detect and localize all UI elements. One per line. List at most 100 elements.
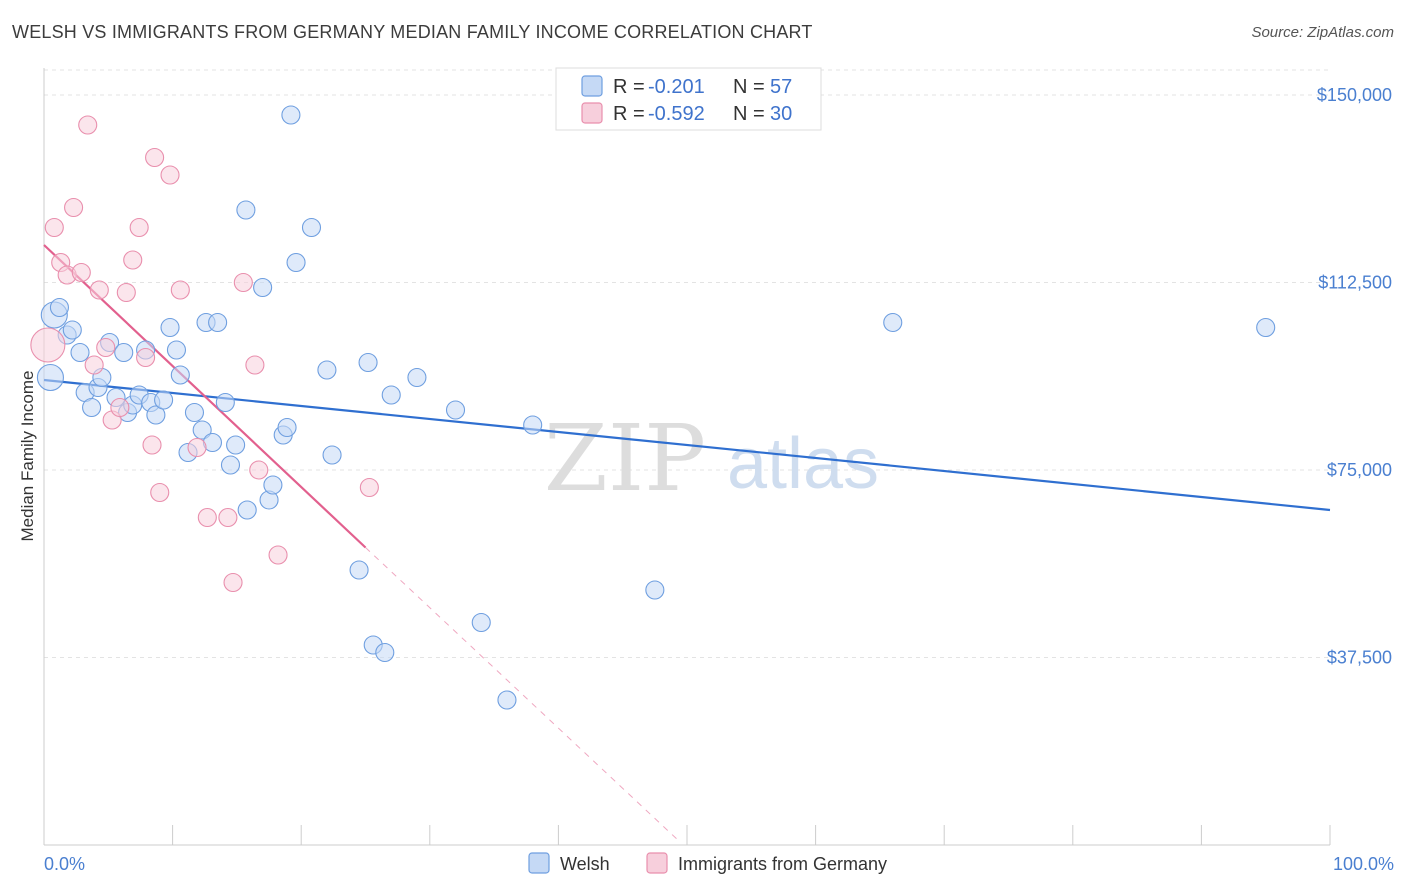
- welsh-point: [349, 560, 369, 580]
- chart-source: Source: ZipAtlas.com: [1251, 24, 1394, 41]
- germany-point: [71, 262, 91, 283]
- germany-point: [160, 165, 180, 185]
- x-tick-label-min: 0.0%: [44, 854, 85, 874]
- y-tick-label: $112,500: [1318, 273, 1392, 293]
- y-tick-label: $75,000: [1327, 460, 1392, 480]
- welsh-point: [263, 475, 283, 495]
- germany-point: [245, 355, 265, 375]
- series-label-germany: Immigrants from Germany: [678, 854, 887, 874]
- germany-point: [78, 115, 98, 135]
- germany-point: [233, 272, 253, 293]
- legend-swatch-welsh: [581, 75, 603, 97]
- welsh-point: [301, 217, 322, 238]
- axes: [43, 68, 1331, 846]
- welsh-point: [381, 385, 401, 405]
- welsh-point: [237, 500, 257, 520]
- legend-r-label-germany: R =: [613, 103, 645, 125]
- legend-n-value-germany: 30: [770, 103, 792, 125]
- watermark-atlas: atlas: [727, 424, 879, 504]
- germany-point: [129, 217, 149, 238]
- trend-lines: [43, 244, 1331, 843]
- germany-point: [44, 217, 64, 238]
- legend-n-value-welsh: 57: [770, 76, 792, 98]
- germany-point: [145, 147, 165, 168]
- germany-point: [116, 282, 136, 303]
- trend-line-welsh: [43, 378, 1331, 512]
- welsh-point: [215, 392, 235, 413]
- welsh-point: [36, 363, 64, 392]
- germany-point: [89, 280, 109, 300]
- y-tick-label: $150,000: [1317, 85, 1392, 105]
- trend-line-extrapolated: [365, 547, 681, 843]
- watermark: ZIP atlas: [544, 405, 879, 512]
- germany-point: [136, 347, 156, 368]
- welsh-point: [1256, 317, 1276, 338]
- welsh-point: [645, 580, 665, 600]
- chart-title: WELSH VS IMMIGRANTS FROM GERMANY MEDIAN …: [12, 22, 813, 42]
- welsh-point: [154, 390, 174, 410]
- welsh-point: [317, 360, 337, 380]
- welsh-point: [523, 415, 543, 435]
- legend-r-value-germany: -0.592: [648, 103, 705, 125]
- welsh-point: [277, 417, 297, 438]
- gridlines: [44, 69, 1330, 658]
- tick-labels: $37,500 $75,000 $112,500 $150,000 0.0% 100.0%: [44, 85, 1394, 874]
- welsh-point: [82, 397, 102, 418]
- germany-point: [197, 507, 217, 528]
- y-tick-label: $37,500: [1327, 648, 1392, 668]
- germany-point: [110, 397, 130, 418]
- germany-point: [142, 435, 162, 455]
- germany-point: [268, 545, 288, 565]
- welsh-point: [375, 642, 395, 663]
- welsh-point: [226, 435, 246, 455]
- welsh-point: [146, 405, 166, 425]
- stats-legend: R = -0.201 N = 57 R = -0.592 N = 30: [555, 67, 822, 131]
- germany-point: [218, 507, 238, 528]
- germany-point: [359, 477, 379, 498]
- welsh-point: [281, 105, 301, 125]
- welsh-point: [236, 200, 256, 220]
- legend-n-label-welsh: N =: [733, 76, 765, 98]
- germany-point: [150, 482, 170, 503]
- welsh-point: [471, 612, 491, 633]
- welsh-point: [220, 455, 241, 475]
- welsh-point: [253, 277, 273, 298]
- legend-swatch-germany: [581, 102, 603, 124]
- welsh-point: [208, 312, 228, 333]
- welsh-point: [170, 365, 190, 385]
- germany-point: [170, 280, 190, 300]
- welsh-point: [184, 402, 205, 423]
- legend-r-label-welsh: R =: [613, 76, 645, 98]
- welsh-point: [192, 420, 212, 440]
- legend-r-value-welsh: -0.201: [648, 76, 705, 98]
- series-label-welsh: Welsh: [560, 854, 610, 874]
- series-swatch-germany: [646, 852, 668, 874]
- x-tick-label-max: 100.0%: [1333, 854, 1394, 874]
- legend-n-label-germany: N =: [733, 103, 765, 125]
- germany-point: [64, 197, 84, 218]
- welsh-point: [160, 317, 180, 338]
- welsh-point: [883, 312, 903, 333]
- welsh-point: [62, 320, 82, 340]
- germany-point: [187, 437, 207, 458]
- welsh-point: [407, 367, 427, 388]
- welsh-point: [497, 690, 517, 710]
- data-points: [30, 105, 1276, 710]
- germany-point: [249, 460, 269, 480]
- germany-point: [223, 572, 243, 593]
- germany-point: [123, 250, 143, 270]
- welsh-point: [49, 297, 69, 318]
- welsh-point: [322, 445, 342, 465]
- welsh-point: [166, 340, 187, 360]
- welsh-point: [358, 352, 378, 373]
- y-axis-label: Median Family Income: [18, 370, 37, 541]
- series-swatch-welsh: [528, 852, 550, 874]
- welsh-point: [114, 342, 134, 363]
- welsh-point: [286, 252, 306, 273]
- welsh-point: [70, 342, 90, 363]
- germany-point: [30, 327, 66, 363]
- series-legend: Welsh Immigrants from Germany: [528, 852, 887, 874]
- germany-point: [84, 355, 104, 375]
- watermark-zip: ZIP: [544, 405, 706, 512]
